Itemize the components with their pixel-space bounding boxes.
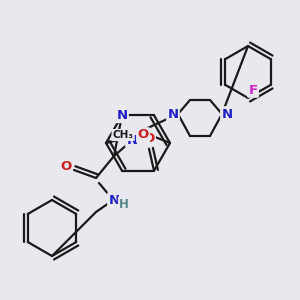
Text: O: O bbox=[60, 160, 72, 173]
Text: N: N bbox=[108, 194, 120, 206]
Text: N: N bbox=[167, 107, 178, 121]
Text: O: O bbox=[137, 128, 148, 142]
Text: N: N bbox=[116, 109, 128, 122]
Text: CH₃: CH₃ bbox=[112, 130, 134, 140]
Text: H: H bbox=[119, 197, 129, 211]
Text: N: N bbox=[221, 107, 233, 121]
Text: O: O bbox=[143, 132, 155, 145]
Text: N: N bbox=[126, 134, 138, 146]
Text: F: F bbox=[248, 83, 258, 97]
